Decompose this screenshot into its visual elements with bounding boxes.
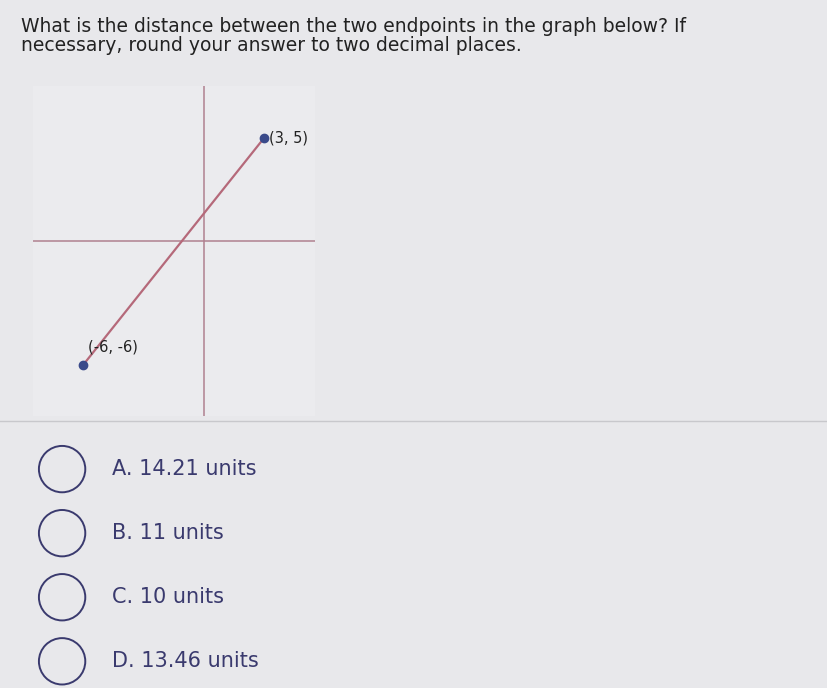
Text: (-6, -6): (-6, -6) [88, 339, 138, 354]
Text: (3, 5): (3, 5) [269, 130, 308, 145]
Text: A. 14.21 units: A. 14.21 units [112, 459, 256, 479]
Text: necessary, round your answer to two decimal places.: necessary, round your answer to two deci… [21, 36, 521, 55]
Text: What is the distance between the two endpoints in the graph below? If: What is the distance between the two end… [21, 17, 685, 36]
Text: B. 11 units: B. 11 units [112, 523, 223, 543]
Text: C. 10 units: C. 10 units [112, 588, 223, 608]
Text: D. 13.46 units: D. 13.46 units [112, 652, 258, 671]
